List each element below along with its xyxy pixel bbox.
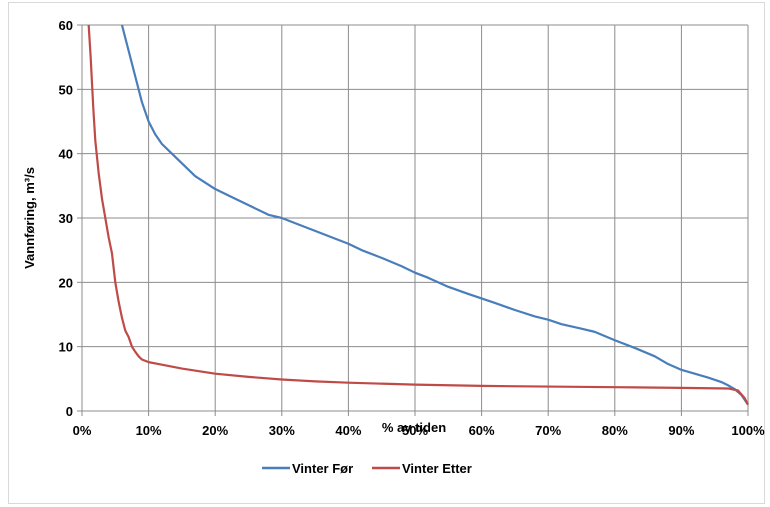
y-tick-label-5: 50 xyxy=(59,82,73,97)
y-tick-label-0: 0 xyxy=(66,404,73,419)
legend-label-0: Vinter Før xyxy=(292,461,353,476)
x-tick-label-4: 40% xyxy=(335,423,361,438)
y-tick-label-2: 20 xyxy=(59,275,73,290)
x-tick-label-9: 90% xyxy=(668,423,694,438)
y-axis-ticks: 0 10 20 30 40 50 60 xyxy=(59,18,73,419)
x-tick-label-7: 70% xyxy=(535,423,561,438)
x-tick-label-1: 10% xyxy=(136,423,162,438)
chart-frame xyxy=(8,2,765,504)
x-tick-label-0: 0% xyxy=(73,423,92,438)
series-layer xyxy=(87,24,749,406)
y-axis-title: Vannføring, m³/s xyxy=(22,167,37,269)
y-tick-label-1: 10 xyxy=(59,340,73,355)
x-axis-ticks: 0% 10% 20% 30% 40% 50% 60% 70% 80% 90% 100% xyxy=(73,423,765,438)
legend-label-1: Vinter Etter xyxy=(402,461,472,476)
x-axis-title: % av tiden xyxy=(382,420,446,435)
y-tick-label-4: 40 xyxy=(59,147,73,162)
legend: Vinter Før Vinter Etter xyxy=(262,461,472,476)
plot-area xyxy=(77,24,749,416)
x-tick-label-6: 60% xyxy=(469,423,495,438)
x-tick-label-2: 20% xyxy=(202,423,228,438)
series-line-0 xyxy=(120,24,749,406)
y-tick-label-6: 60 xyxy=(59,18,73,33)
x-tick-label-5: 50% xyxy=(402,423,428,438)
y-tick-label-3: 30 xyxy=(59,211,73,226)
x-tick-label-3: 30% xyxy=(269,423,295,438)
series-line-1 xyxy=(87,24,749,406)
x-tick-label-10: 100% xyxy=(731,423,765,438)
x-tick-label-8: 80% xyxy=(602,423,628,438)
